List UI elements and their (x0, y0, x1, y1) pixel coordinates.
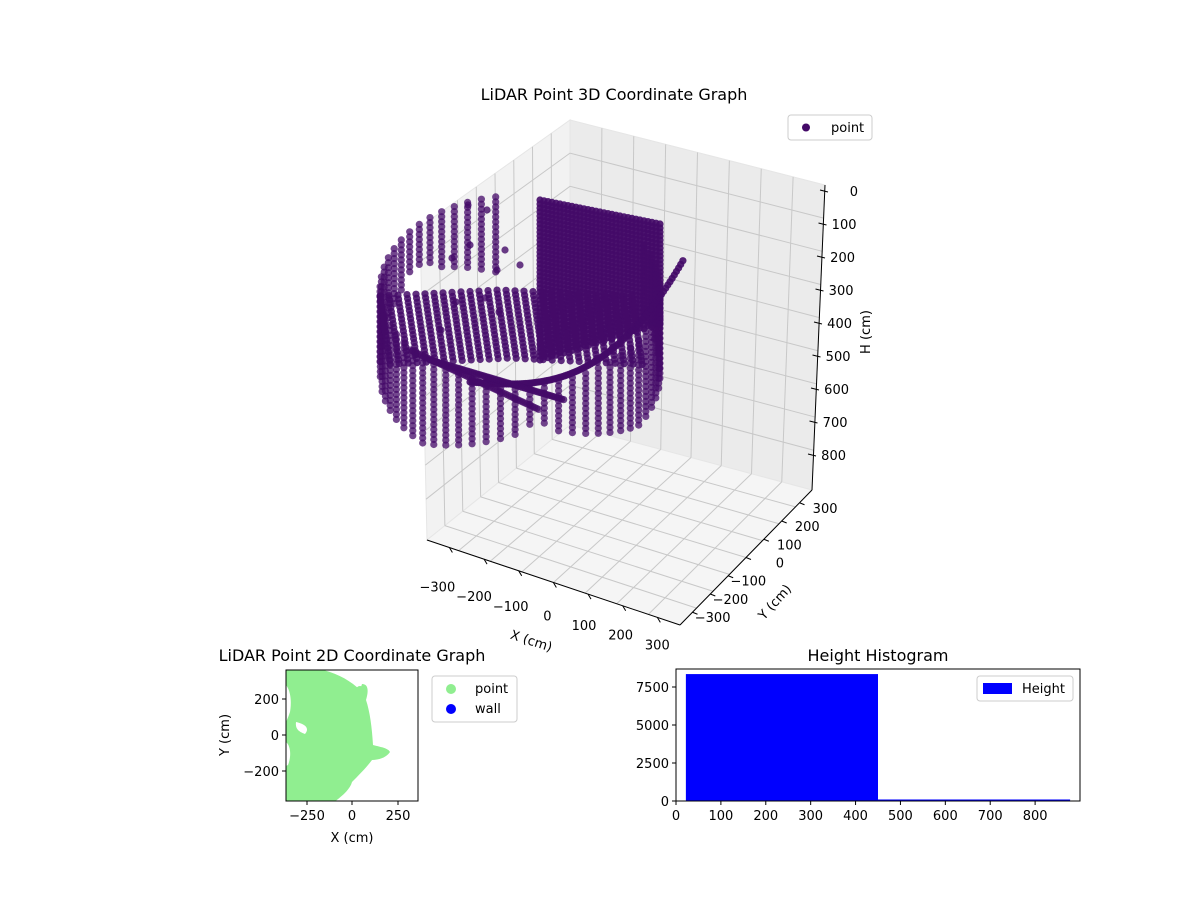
plot-3d-title: LiDAR Point 3D Coordinate Graph (481, 85, 748, 104)
x-tick-label: 0 (543, 609, 551, 624)
z-axis-line (811, 184, 826, 491)
point-cloud-3d (376, 193, 687, 449)
x-tick-label: 500 (888, 809, 913, 824)
z-tick-label: 800 (821, 449, 846, 464)
ticks-2d: −250 0 250 200 0 −200 (243, 693, 410, 824)
y-tick-label: 0 (661, 795, 669, 810)
y-tick-label: 0 (271, 729, 279, 744)
z-tick-label: 0 (850, 185, 858, 200)
x-tick-label: 0 (672, 809, 680, 824)
ticks-3d: −300−200−10001002003003002001000−100−200… (420, 185, 858, 653)
y-tick-label: 200 (795, 520, 820, 535)
histogram-bar (878, 799, 1071, 801)
z-tick-label: 300 (829, 284, 854, 299)
plot-2d-title: LiDAR Point 2D Coordinate Graph (219, 646, 486, 665)
plot-2d-x-label: X (cm) (331, 831, 374, 846)
histogram-frame (675, 668, 1081, 802)
x-tick-label: 0 (348, 809, 356, 824)
z-tick-label: 400 (827, 317, 852, 332)
y-tick-label: −300 (695, 611, 731, 626)
legend-histogram: Height (976, 675, 1074, 702)
z-tick-label: 700 (823, 416, 848, 431)
y-tick-label: 0 (776, 557, 784, 572)
histogram-bar (685, 674, 878, 801)
x-tick-label: 800 (1023, 809, 1048, 824)
z-tick-label: 600 (824, 383, 849, 398)
x-tick-label: 250 (386, 809, 411, 824)
y-tick-label: 5000 (636, 719, 669, 734)
y-tick-label: −200 (243, 765, 279, 780)
z-tick-label: 100 (832, 218, 857, 233)
legend-point-marker (802, 123, 810, 132)
legend-point-marker (446, 684, 456, 694)
y-tick-label: −100 (730, 575, 766, 590)
z-tick-label: 200 (830, 251, 855, 266)
y-tick-label: 200 (254, 693, 279, 708)
x-tick-label: 300 (798, 809, 823, 824)
legend-wall-marker (446, 704, 456, 714)
x-tick-label: 200 (753, 809, 778, 824)
legend-point-label: point (831, 121, 864, 136)
x-tick-label: 100 (708, 809, 733, 824)
plot-2d-area (286, 670, 418, 801)
x-axis-label: X (cm) (508, 628, 554, 656)
x-tick-label: 400 (843, 809, 868, 824)
legend-height-swatch (983, 683, 1012, 694)
legend-point-label: point (475, 682, 508, 697)
y-tick-label: 100 (777, 538, 802, 553)
legend-2d: point wall (431, 675, 518, 723)
plot-3d: LiDAR Point 3D Coordinate Graph −300−200… (376, 85, 874, 655)
z-tick-label: 500 (826, 350, 851, 365)
histogram-bars (685, 674, 1071, 801)
histogram-title: Height Histogram (808, 646, 949, 665)
x-tick-label: 700 (978, 809, 1003, 824)
y-tick-label: 300 (813, 502, 838, 517)
x-tick-label: −250 (289, 809, 325, 824)
y-tick-label: −200 (713, 593, 749, 608)
plot-2d: LiDAR Point 2D Coordinate Graph −250 0 250… (218, 646, 518, 846)
x-tick-label: 600 (933, 809, 958, 824)
y-tick-label: 2500 (636, 757, 669, 772)
x-tick-label: 300 (645, 638, 670, 653)
plot-2d-y-label: Y (cm) (218, 714, 233, 757)
x-tick-label: −200 (456, 590, 492, 605)
legend-3d: point (787, 114, 873, 141)
x-tick-label: 100 (572, 619, 597, 634)
y-tick-label: 7500 (636, 681, 669, 696)
z-axis-label: H (cm) (859, 310, 874, 354)
legend-wall-label: wall (475, 702, 501, 717)
x-tick-label: 200 (608, 629, 633, 644)
ticks-histogram: 0 100 200 300 400 500 600 700 800 0 2500 5000 7500 (636, 681, 1048, 824)
x-tick-label: −100 (493, 600, 529, 615)
x-tick-label: −300 (420, 581, 456, 596)
plot-histogram: Height Histogram 0 100 200 300 400 500 600 700 8… (636, 646, 1081, 824)
legend-height-label: Height (1022, 682, 1065, 697)
